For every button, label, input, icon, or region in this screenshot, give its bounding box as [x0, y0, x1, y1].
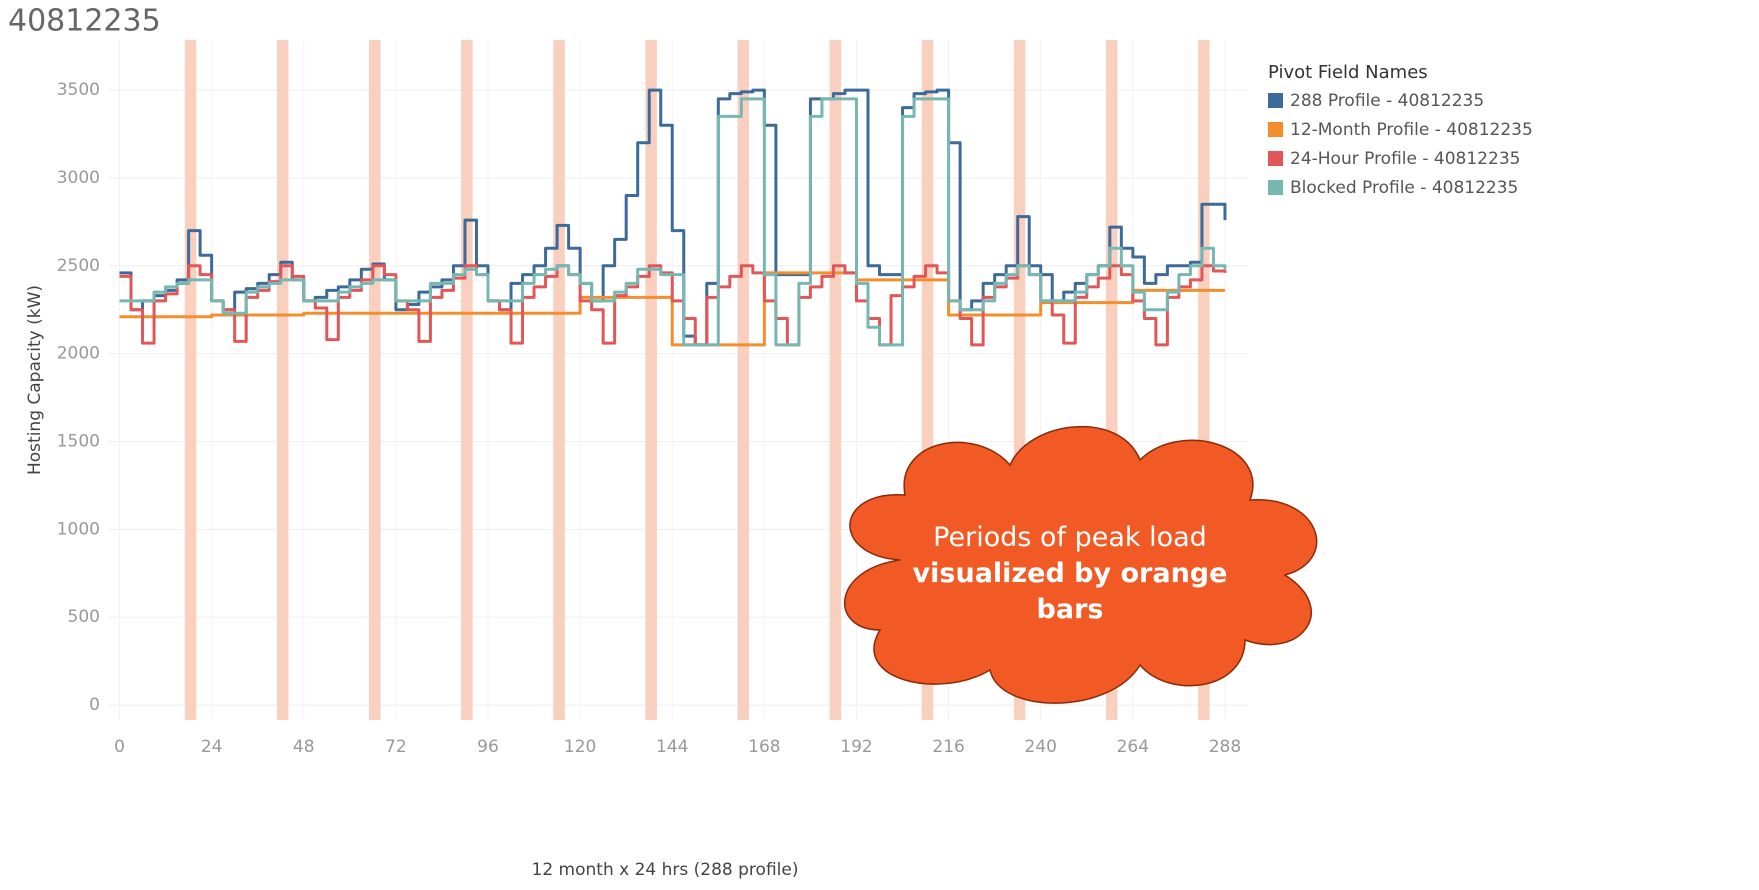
axes: 0 500 1000 1500 2000 2500 3000 3500 0 24 48 72 96 120… — [57, 80, 1241, 757]
x-tick-label: 96 — [477, 737, 499, 757]
peak-bar — [461, 40, 473, 720]
x-tick-label: 24 — [201, 737, 223, 757]
x-tick-label: 240 — [1025, 737, 1057, 757]
x-axis-label: 12 month x 24 hrs (288 profile) — [532, 860, 799, 880]
peak-bar — [1105, 40, 1118, 720]
grid — [108, 40, 1248, 720]
peak-bar — [369, 40, 381, 720]
legend-label: 24-Hour Profile - 40812235 — [1290, 149, 1520, 169]
y-axis-label: Hosting Capacity (kW) — [25, 285, 45, 475]
legend-swatch — [1268, 151, 1283, 166]
x-tick-label: 120 — [564, 737, 596, 757]
legend-title: Pivot Field Names — [1268, 62, 1428, 83]
y-tick-label: 1000 — [57, 519, 100, 539]
peak-bar — [1198, 40, 1210, 720]
annotation: Periods of peak load visualized by orang… — [905, 520, 1235, 628]
legend-label: 12-Month Profile - 40812235 — [1290, 120, 1533, 140]
y-tick-label: 500 — [68, 607, 100, 627]
peak-bar — [829, 40, 842, 720]
x-tick-label: 192 — [840, 737, 872, 757]
x-tick-label: 216 — [932, 737, 964, 757]
peak-bar — [1013, 40, 1026, 720]
series-line — [119, 97, 1227, 347]
y-tick-label: 2000 — [57, 344, 100, 364]
x-tick-label: 0 — [114, 737, 125, 757]
peak-bar — [184, 40, 197, 720]
x-tick-label: 264 — [1117, 737, 1149, 757]
peak-bar — [921, 40, 934, 720]
y-tick-label: 2500 — [57, 256, 100, 276]
x-tick-label: 288 — [1209, 737, 1241, 757]
x-tick-label: 168 — [748, 737, 780, 757]
legend-label: 288 Profile - 40812235 — [1290, 91, 1484, 111]
lines — [119, 88, 1227, 347]
chart-title: 40812235 — [8, 4, 161, 39]
peak-bar — [737, 40, 750, 720]
legend-swatch — [1268, 180, 1283, 195]
legend-label: Blocked Profile - 40812235 — [1290, 178, 1518, 198]
peak-bar — [276, 40, 289, 720]
series-line — [119, 271, 1225, 347]
y-tick-label: 0 — [89, 695, 100, 715]
x-tick-label: 144 — [656, 737, 688, 757]
x-tick-label: 72 — [385, 737, 407, 757]
y-tick-label: 3000 — [57, 168, 100, 188]
peak-bar — [553, 40, 565, 720]
annotation-text: Periods of peak load — [933, 522, 1207, 553]
annotation-emphasis: visualized by orange bars — [912, 558, 1228, 625]
legend: 288 Profile - 40812235 12-Month Profile -… — [1268, 91, 1533, 198]
annotation-cloud — [844, 426, 1318, 704]
peak-bars — [184, 40, 1210, 720]
y-tick-label: 3500 — [57, 80, 100, 100]
legend-swatch — [1268, 93, 1283, 108]
legend-swatch — [1268, 122, 1283, 137]
y-tick-label: 1500 — [57, 431, 100, 451]
x-tick-label: 48 — [293, 737, 315, 757]
peak-bar — [645, 40, 657, 720]
